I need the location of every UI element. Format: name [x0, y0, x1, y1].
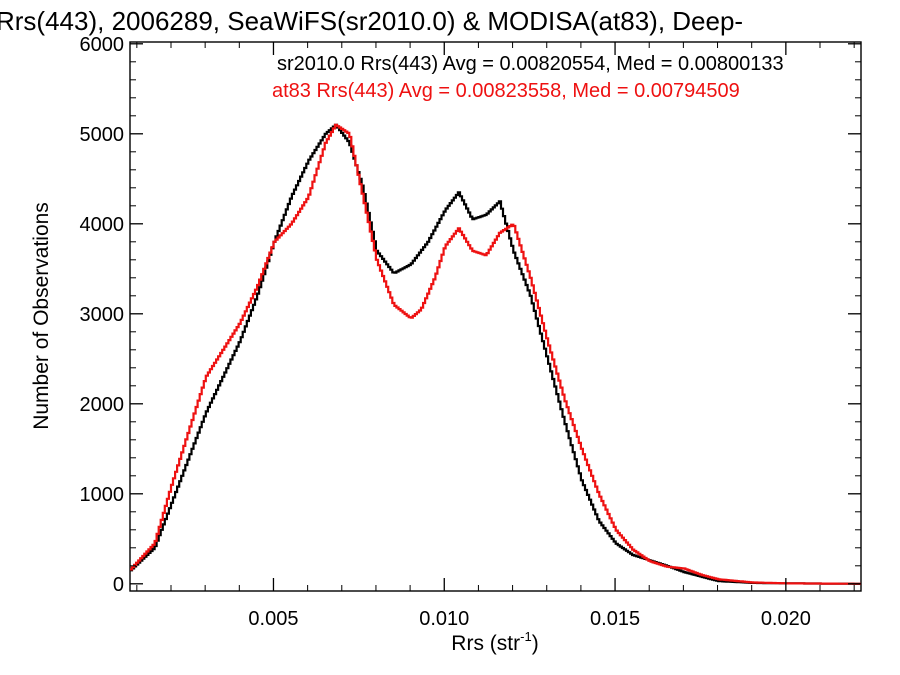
x-tick-label: 0.015	[590, 608, 640, 630]
x-axis-title-text: Rrs (str	[451, 632, 520, 655]
y-tick-label: 5000	[80, 124, 125, 146]
x-tick-label: 0.010	[419, 608, 469, 630]
plot-area: 0.005 0.010 0.015 0.020 0 1000 2000 3000 4000 500…	[80, 34, 862, 630]
y-tick-label: 1000	[80, 484, 125, 506]
series-line-sr2010.0	[130, 123, 861, 585]
tick-layer: 0.005 0.010 0.015 0.020 0 1000 2000 3000 4000 500…	[80, 34, 861, 630]
chart-title: Rrs(443), 2006289, SeaWiFS(sr2010.0) & M…	[0, 6, 743, 36]
x-tick-label: 0.005	[248, 608, 298, 630]
x-axis-title-end: )	[532, 632, 539, 655]
y-axis-title: Number of Observations	[30, 202, 53, 430]
legend-entry-sr2010: sr2010.0 Rrs(443) Avg = 0.00820554, Med …	[277, 53, 784, 75]
y-tick-label: 2000	[80, 394, 125, 416]
series-layer	[130, 123, 861, 585]
x-tick-label: 0.020	[761, 608, 811, 630]
y-tick-label: 6000	[80, 34, 125, 56]
y-tick-label: 4000	[80, 214, 125, 236]
series-line-at83	[130, 123, 861, 585]
y-tick-label: 3000	[80, 304, 125, 326]
legend-entry-at83: at83 Rrs(443) Avg = 0.00823558, Med = 0.…	[272, 80, 740, 102]
y-tick-label: 0	[113, 574, 124, 596]
x-axis-title-superscript: -1	[520, 629, 532, 644]
plot-frame	[129, 41, 862, 592]
x-axis-title: Rrs (str-1)	[451, 629, 538, 655]
